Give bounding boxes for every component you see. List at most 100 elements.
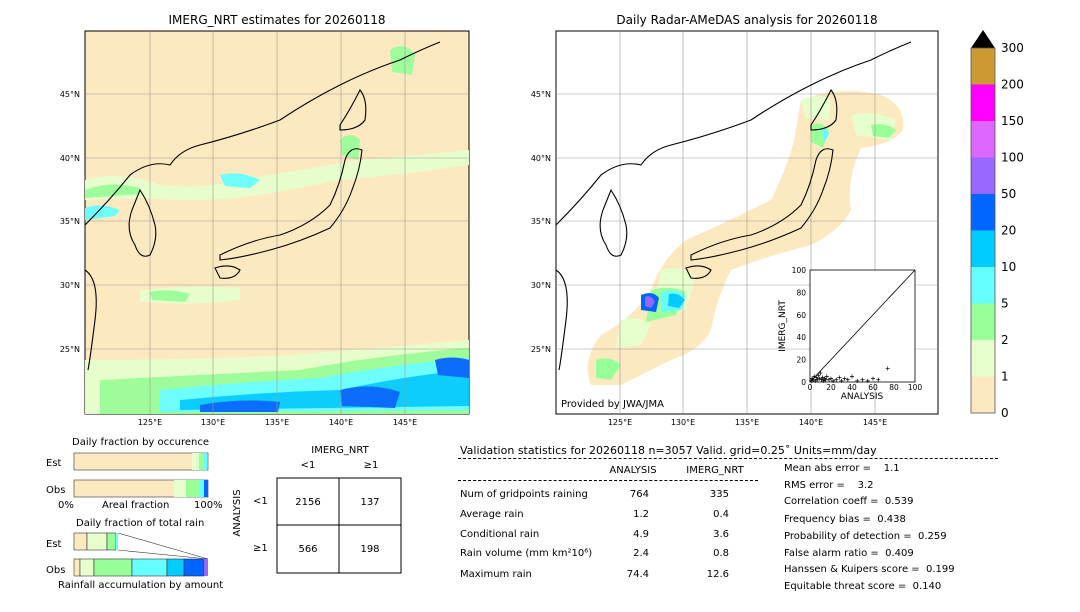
colorbar-label: 10 [1001,260,1016,274]
left-lat-label: 40°N [60,154,80,163]
left-lat-label: 35°N [60,217,80,226]
validation-row-imerg: 0.8 [713,548,729,559]
scatter-point [816,373,821,378]
left-map-lat-labels: 45°N 40°N 35°N 30°N 25°N [60,90,80,354]
contingency-cell: 566 [298,544,317,555]
validation-row-analysis: 74.4 [626,569,649,580]
occurrence-x-right: 100% [194,500,223,511]
right-map-precip [587,91,904,385]
left-lat-label: 30°N [60,281,80,290]
contingency-row-title: ANALYSIS [232,489,243,537]
contingency-row-lt1: <1 [253,496,268,507]
validation-row-imerg: 12.6 [706,569,729,580]
score-ets: Equitable threat score = 0.140 [784,581,942,592]
validation-row-imerg: 335 [709,489,729,500]
total-rain-xlabel: Rainfall accumulation by amount [58,580,224,591]
validation-col-analysis: ANALYSIS [609,465,657,476]
contingency-cell: 137 [360,497,379,508]
left-lon-label: 125°E [138,418,162,427]
score-correlation: Correlation coeff = 0.539 [784,496,914,507]
contingency-title: IMERG_NRT [311,445,369,456]
left-lon-label: 145°E [393,418,417,427]
left-map-coastline [84,41,441,371]
scatter-ytick: 60 [796,311,806,320]
scatter-point [812,374,817,379]
colorbar-label: 0 [1001,406,1009,420]
scatter-point [821,378,826,383]
contingency-table: 2156 137 566 198 [276,477,402,574]
scatter-xtick: 100 [908,383,923,392]
scatter-point [818,371,823,376]
scatter-points [809,366,890,383]
score-mae: Mean abs error = 1.1 [784,463,900,474]
total-rain-chart: Est Obs [46,532,209,577]
scatter-point [876,377,881,382]
score-far: False alarm ratio = 0.409 [784,548,914,559]
right-lon-label: 130°E [671,418,695,427]
scatter-point [837,375,842,380]
right-lon-label: 145°E [863,418,887,427]
occurrence-x-left: 0% [58,500,74,511]
right-lon-label: 135°E [735,418,759,427]
left-map-lon-labels: 125°E 130°E 135°E 140°E 145°E [138,418,417,427]
left-lon-label: 140°E [329,418,353,427]
scatter-ytick: 80 [796,288,806,297]
scatter-point [824,374,829,379]
scatter-ylabel: IMERG_NRT [778,300,788,352]
scatter-point [814,375,819,380]
occurrence-row-est: Est [46,458,62,469]
scatter-xtick: 0 [808,383,813,392]
scatter-point [815,377,820,382]
scatter-point [811,377,816,382]
validation-row-analysis: 2.4 [633,548,649,559]
colorbar-extend-triangle [971,30,995,48]
validation-row-label: Average rain [460,509,524,520]
right-lat-label: 30°N [531,281,551,290]
right-lat-label: 35°N [531,217,551,226]
validation-divider [458,458,998,459]
colorbar-box [971,48,995,85]
total-rain-title: Daily fraction of total rain [76,518,205,529]
score-pod: Probability of detection = 0.259 [784,531,947,542]
right-map-lat-labels: 45°N 40°N 35°N 30°N 25°N [531,90,551,354]
scatter-xtick: 60 [868,383,878,392]
colorbar-label: 200 [1001,78,1024,92]
left-lat-label: 25°N [60,345,80,354]
scatter-point [871,376,875,381]
validation-row-analysis: 1.2 [633,509,649,520]
validation-row-label: Rain volume (mm km²10⁶) [460,548,593,559]
colorbar-label: 1 [1001,370,1009,384]
scatter-point [820,375,825,380]
validation-subdivider [458,480,758,481]
identity-line [809,269,916,383]
scatter-ytick: 20 [796,356,806,365]
colorbar-label: 100 [1001,151,1024,165]
colorbar-box [971,157,995,194]
total-rain-row-est: Est [46,539,62,550]
colorbar-box [971,121,995,158]
right-lon-label: 125°E [608,418,632,427]
scatter-xtick: 80 [889,383,899,392]
right-lon-label: 140°E [799,418,823,427]
validation-row-label: Conditional rain [460,529,540,540]
occurrence-chart: Est Obs [46,452,209,498]
scatter-point [860,377,865,382]
validation-row-label: Num of gridpoints raining [460,489,588,500]
contingency-col-lt1: <1 [300,460,316,471]
left-map-title: IMERG_NRT estimates for 20260118 [168,13,386,27]
scatter-point [831,378,836,383]
right-lat-label: 40°N [531,154,551,163]
colorbar-box [971,267,995,304]
colorbar: 0 1 2 5 10 20 50 100 150 200 300 [970,30,1024,420]
scatter-ytick: 100 [792,266,807,275]
right-map-lon-labels: 125°E 130°E 135°E 140°E 145°E [608,418,887,427]
score-frequency-bias: Frequency bias = 0.438 [784,514,906,525]
colorbar-box [971,340,995,377]
colorbar-label: 300 [1001,41,1024,55]
scatter-point [845,377,850,382]
validation-header: Validation statistics for 20260118 n=305… [460,444,877,457]
scatter-point [809,378,814,383]
scatter-point [850,374,854,379]
occurrence-row-obs: Obs [46,485,65,496]
occurrence-title: Daily fraction by occurence [72,437,210,448]
